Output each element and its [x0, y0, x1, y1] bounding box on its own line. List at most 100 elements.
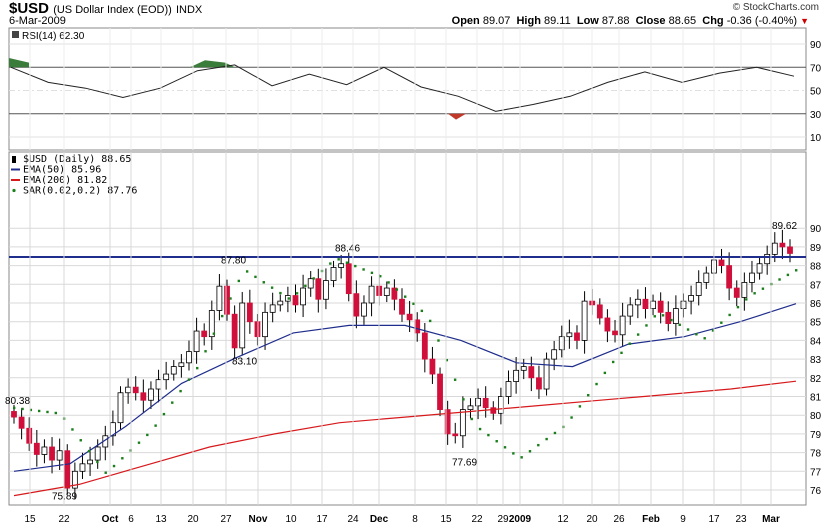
candle: [117, 386, 124, 430]
x-tick-label: Mar: [762, 514, 780, 525]
candle-down: [657, 300, 664, 313]
x-tick-label: 17: [708, 514, 720, 525]
sar-dot: [628, 342, 632, 345]
price-annotation: 89.62: [772, 221, 797, 232]
sar-dot: [295, 292, 299, 295]
sar-dot: [412, 302, 415, 305]
x-tick-label: 6: [128, 514, 134, 525]
candle-up: [269, 304, 276, 313]
sar-dot: [279, 291, 282, 295]
candle: [33, 429, 40, 467]
sar-dot: [96, 460, 99, 464]
candle: [170, 360, 177, 381]
candle-down: [140, 392, 147, 401]
sar-dot: [254, 275, 257, 279]
candle-down: [787, 246, 793, 254]
candle-down: [254, 321, 261, 338]
candle: [634, 289, 641, 319]
sar-dot: [453, 378, 457, 381]
candle-up: [178, 362, 185, 367]
sar-dot: [229, 297, 232, 300]
sar-dot: [187, 378, 191, 381]
candle-down: [665, 311, 672, 324]
candle-up: [300, 287, 306, 306]
sar-dot: [437, 339, 440, 342]
candle: [490, 401, 497, 420]
rsi-tick-label: 30: [810, 110, 822, 121]
sar-dot: [304, 284, 307, 288]
price-tick-label: 78: [810, 449, 822, 460]
candle: [246, 289, 253, 334]
x-tick-label: 15: [440, 514, 452, 525]
candle-down: [49, 446, 55, 461]
candle-up: [338, 263, 345, 268]
candle: [703, 266, 710, 289]
candle-up: [741, 282, 748, 298]
candle-up: [94, 446, 101, 461]
sar-dot: [745, 298, 748, 301]
candle-down: [482, 397, 489, 409]
price-tick-label: 88: [810, 262, 822, 273]
candle-up: [368, 285, 375, 304]
price-annotation: 80.38: [5, 396, 30, 407]
ema200-line: [13, 380, 797, 497]
sar-dot: [570, 416, 573, 419]
candle-up: [695, 282, 702, 296]
candle-up: [383, 287, 390, 296]
sar-dot: [695, 333, 698, 336]
candle-down: [18, 416, 25, 429]
x-tick-label: Dec: [370, 514, 389, 525]
sar-dot: [537, 443, 540, 447]
sar-dot: [603, 371, 607, 375]
candle-down: [429, 358, 436, 375]
x-tick-label: 2009: [509, 514, 532, 525]
sar-dot: [528, 450, 532, 453]
candle: [361, 295, 367, 325]
price-tick-label: 80: [810, 411, 822, 422]
rsi-tick-label: 70: [810, 63, 822, 74]
candle: [444, 400, 451, 445]
candle: [41, 439, 48, 464]
sar-dot: [545, 437, 548, 441]
candle: [536, 365, 542, 399]
price-tick-label: 87: [810, 280, 822, 291]
candle: [665, 301, 672, 332]
candle-up: [307, 278, 314, 289]
candle: [18, 408, 25, 440]
rsi-tick-label: 90: [810, 40, 822, 51]
sar-dot: [146, 433, 149, 437]
sar-dot: [196, 366, 199, 370]
candle-up: [208, 310, 215, 338]
x-tick-label: 29: [497, 514, 509, 525]
candle: [764, 245, 771, 275]
candle-up: [239, 302, 246, 349]
legend-candle-icon: [12, 156, 16, 163]
x-tick-label: 13: [155, 514, 167, 525]
price-annotation: 87.80: [221, 256, 246, 267]
candle-up: [459, 409, 466, 437]
brand-logo: © StockCharts.com: [732, 2, 819, 13]
candle: [520, 358, 527, 380]
sar-dot: [512, 452, 515, 455]
sar-dot: [786, 273, 790, 277]
sar-dot: [104, 471, 107, 474]
symbol-exchange: INDX: [175, 4, 203, 16]
sar-dot: [553, 431, 557, 435]
candle-down: [132, 386, 139, 394]
candle: [163, 361, 170, 390]
price-tick-label: 76: [810, 486, 822, 497]
candle-down: [612, 330, 618, 336]
price-tick-label: 81: [810, 393, 822, 404]
x-tick-label: Nov: [249, 514, 268, 525]
candle-up: [163, 373, 170, 381]
sar-dot: [79, 439, 82, 442]
candle-up: [125, 386, 132, 394]
sar-dot: [354, 264, 357, 268]
candle-down: [33, 442, 40, 455]
candle-up: [551, 349, 558, 360]
candle: [672, 295, 679, 336]
candle-down: [421, 332, 428, 360]
candle: [269, 292, 276, 323]
sar-dot: [636, 333, 640, 336]
rsi-panel: 90 70 50 30 10 RSI(14) 62.30: [8, 27, 822, 151]
